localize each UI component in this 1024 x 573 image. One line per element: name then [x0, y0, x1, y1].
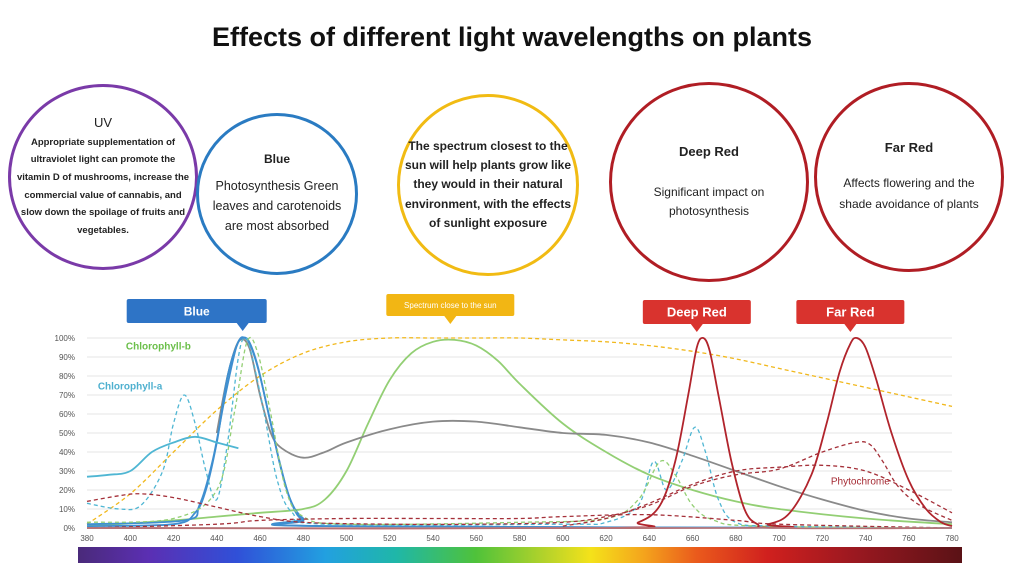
- y-tick-label: 70%: [59, 391, 75, 400]
- curve-label-chlorophyll-a: Chlorophyll-a: [98, 381, 163, 392]
- y-tick-label: 100%: [55, 334, 75, 343]
- tag-deep-red: [642, 300, 751, 324]
- x-tick-label: 600: [556, 534, 570, 543]
- tag-pointer: [444, 316, 457, 324]
- x-tick-label: 560: [470, 534, 484, 543]
- x-tick-label: 440: [210, 534, 224, 543]
- x-tick-label: 520: [383, 534, 397, 543]
- far-red-bubble: Far Red Affects flowering and the shade …: [814, 82, 1004, 272]
- curve-label-phytochrome: Phytochrome: [831, 476, 890, 487]
- tag-pointer: [690, 324, 703, 332]
- series-chlorophyll-a-dashed: [86, 337, 953, 529]
- x-tick-label: 660: [686, 534, 700, 543]
- far-red-bubble-heading: Far Red: [884, 140, 934, 156]
- y-tick-label: 80%: [59, 372, 75, 381]
- tag-label: Blue: [184, 304, 210, 318]
- blue-bubble-heading: Blue: [263, 152, 290, 166]
- x-tick-label: 500: [340, 534, 354, 543]
- tag-label: Far Red: [826, 305, 874, 320]
- tag-far-red: [796, 300, 905, 324]
- uv-bubble-heading: UV: [93, 114, 113, 130]
- tag-spectrum-close-to-the-sun: [386, 294, 515, 316]
- curve-label-chlorophyll-b: Chlorophyll-b: [126, 341, 191, 352]
- x-tick-label: 580: [513, 534, 527, 543]
- x-tick-label: 760: [902, 534, 916, 543]
- spectrum-color-bar: [78, 547, 962, 563]
- x-tick-label: 400: [124, 534, 138, 543]
- blue-bubble: Blue Photosynthesis Green leaves and car…: [196, 113, 358, 275]
- sun-spectrum-bubble-text: The spectrum closest to the sun will hel…: [404, 139, 572, 230]
- x-tick-label: 620: [599, 534, 613, 543]
- y-tick-label: 40%: [59, 448, 75, 457]
- tag-label: Spectrum close to the sun: [404, 301, 497, 310]
- series-chlorophyll-a-left: [86, 435, 239, 478]
- x-tick-label: 720: [816, 534, 830, 543]
- y-tick-label: 30%: [59, 467, 75, 476]
- series-spectrum-green: [86, 338, 953, 527]
- tag-pointer: [236, 323, 249, 331]
- x-tick-label: 420: [167, 534, 181, 543]
- deep-red-bubble: Deep Red Significant impact on photosynt…: [609, 82, 809, 282]
- tag-pointer: [844, 324, 857, 332]
- deep-red-bubble-heading: Deep Red: [679, 143, 739, 159]
- page-title: Effects of different light wavelengths o…: [211, 22, 813, 52]
- deep-red-bubble-text: Significant impact on photosynthesis: [653, 184, 765, 218]
- x-tick-label: 480: [297, 534, 311, 543]
- series-gray: [215, 338, 953, 524]
- series-sunlight: [86, 337, 953, 525]
- y-tick-label: 20%: [59, 486, 75, 495]
- far-red-bubble-text: Affects flowering and the shade avoidanc…: [839, 176, 979, 211]
- series-chlorophyll-b-dashed: [86, 336, 953, 529]
- x-tick-label: 540: [426, 534, 440, 543]
- series-phytochrome: [86, 441, 953, 526]
- y-tick-label: 90%: [59, 353, 75, 362]
- series-phytochrome-2: [562, 464, 953, 527]
- x-tick-label: 640: [643, 534, 657, 543]
- y-tick-label: 50%: [59, 429, 75, 438]
- x-tick-label: 680: [729, 534, 743, 543]
- y-tick-label: 0%: [63, 524, 75, 533]
- x-tick-label: 700: [772, 534, 786, 543]
- uv-bubble-text: Appropriate supplementation of ultraviol…: [16, 136, 190, 236]
- x-tick-label: 780: [945, 534, 959, 543]
- series-blue-peak-2: [86, 336, 953, 529]
- x-tick-label: 740: [859, 534, 873, 543]
- x-tick-label: 460: [253, 534, 267, 543]
- x-tick-label: 380: [80, 534, 94, 543]
- tag-blue: [126, 299, 267, 323]
- tag-label: Deep Red: [667, 305, 727, 320]
- sun-spectrum-bubble: The spectrum closest to the sun will hel…: [397, 94, 579, 276]
- y-tick-label: 60%: [59, 410, 75, 419]
- blue-bubble-text: Photosynthesis Green leaves and caroteno…: [212, 179, 342, 233]
- y-tick-label: 10%: [59, 505, 75, 514]
- uv-bubble: UV Appropriate supplementation of ultrav…: [8, 84, 198, 270]
